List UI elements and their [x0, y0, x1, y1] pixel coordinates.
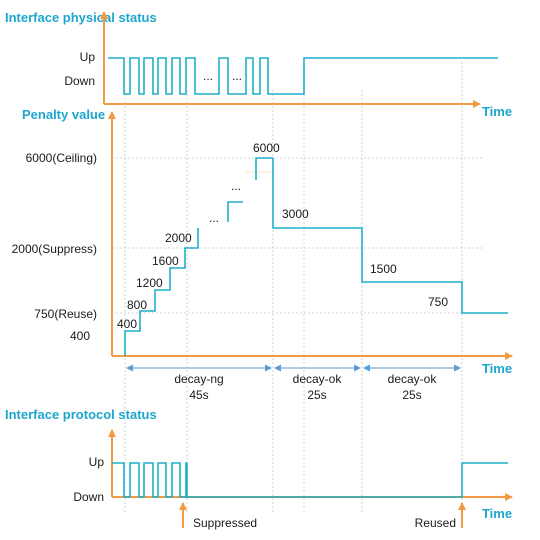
reuse-label: 750(Reuse)	[34, 307, 97, 321]
suppress-label: 2000(Suppress)	[12, 242, 97, 256]
phase-guides	[124, 62, 463, 512]
penalty-title: Penalty value	[22, 107, 105, 122]
decay-label-750: 750	[428, 295, 448, 309]
step-dots-1: ...	[209, 211, 219, 225]
segment-name-decay-ng: decay-ng	[174, 372, 223, 386]
step-dots-2: ...	[231, 179, 241, 193]
step-label-400: 400	[117, 317, 137, 331]
penalty-section: Penalty value Time 6000(Ceiling) 2000(Su…	[12, 107, 513, 402]
peak-label-6000: 6000	[253, 141, 280, 155]
decay-label-3000: 3000	[282, 207, 309, 221]
step-label-2000: 2000	[165, 231, 192, 245]
physical-down-label: Down	[64, 74, 95, 88]
protocol-status-title: Interface protocol status	[5, 407, 157, 422]
physical-up-label: Up	[80, 50, 96, 64]
ceiling-label: 6000(Ceiling)	[26, 151, 97, 165]
physical-status-signal	[108, 57, 498, 95]
decay-label-1500: 1500	[370, 262, 397, 276]
segment-duration-decay-ng: 45s	[189, 388, 208, 402]
physical-status-section: Interface physical status Up Down Time .…	[5, 10, 512, 119]
physical-status-title: Interface physical status	[5, 10, 157, 25]
physical-time-label: Time	[482, 104, 512, 119]
penalty-time-label: Time	[482, 361, 512, 376]
protocol-status-section: Interface protocol status Up Down Time S…	[5, 407, 513, 530]
step-label-1200: 1200	[136, 276, 163, 290]
segment-duration-decay-ok-1: 25s	[307, 388, 326, 402]
segment-duration-decay-ok-2: 25s	[402, 388, 421, 402]
segment-name-decay-ok-2: decay-ok	[388, 372, 438, 386]
penalty-step-partial-2	[255, 157, 273, 180]
base-label: 400	[70, 329, 90, 343]
segment-name-decay-ok-1: decay-ok	[293, 372, 343, 386]
protocol-time-label: Time	[482, 506, 512, 521]
penalty-decay-steps	[272, 158, 508, 314]
physical-dots-1: ...	[203, 69, 213, 83]
protocol-down-label: Down	[73, 490, 104, 504]
suppressed-label: Suppressed	[193, 516, 257, 530]
step-label-1600: 1600	[152, 254, 179, 268]
step-label-800: 800	[127, 298, 147, 312]
penalty-step-partial-1	[227, 201, 243, 222]
protocol-status-signal	[112, 462, 508, 498]
penalty-rising-steps	[124, 228, 199, 356]
protocol-up-label: Up	[89, 455, 105, 469]
physical-dots-2: ...	[232, 69, 242, 83]
reused-label: Reused	[415, 516, 456, 530]
